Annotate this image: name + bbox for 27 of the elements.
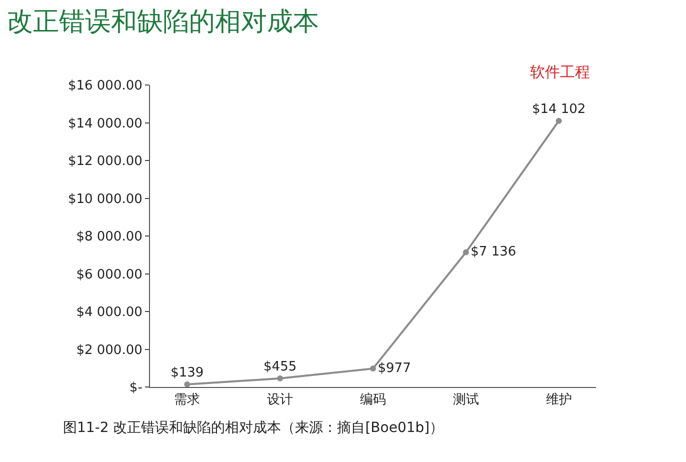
- point: [370, 366, 376, 372]
- point: [277, 375, 284, 382]
- x-tick-label: 编码: [360, 392, 386, 408]
- y-tick-label: $10 000.00: [68, 192, 142, 207]
- x-tick-label: 设计: [267, 392, 294, 408]
- y-tick-label: $4 000.00: [76, 305, 142, 320]
- x-tick-label: 需求: [174, 392, 200, 408]
- y-tick-label: $12 000.00: [68, 154, 142, 170]
- data-label: $7 136: [470, 244, 516, 260]
- y-tick-label: $8 000.00: [76, 230, 142, 245]
- chart-title: 改正错误和缺陷的相对成本: [6, 6, 319, 37]
- point: [462, 249, 469, 256]
- y-tick-label: $2 000.00: [76, 342, 142, 358]
- y-tick-label: $14 000.00: [68, 116, 142, 132]
- text: 软件工程: [530, 63, 590, 81]
- data-label: $14 102: [532, 102, 586, 117]
- caption: 图11-2 改正错误和缺陷的相对成本（来源：摘自[Boe01b]）: [63, 420, 444, 436]
- y-tick-label: $-: [129, 380, 143, 396]
- y-tick-label: $6 000.00: [76, 267, 142, 282]
- x-tick-label: 维护: [546, 392, 572, 408]
- data-label: $139: [170, 365, 204, 380]
- data-label: $977: [378, 360, 411, 376]
- data-label: $455: [264, 359, 297, 374]
- x-tick-label: 测试: [452, 392, 479, 408]
- point: [556, 118, 562, 124]
- point: [184, 381, 190, 388]
- y-tick-label: $16 000.00: [68, 78, 142, 94]
